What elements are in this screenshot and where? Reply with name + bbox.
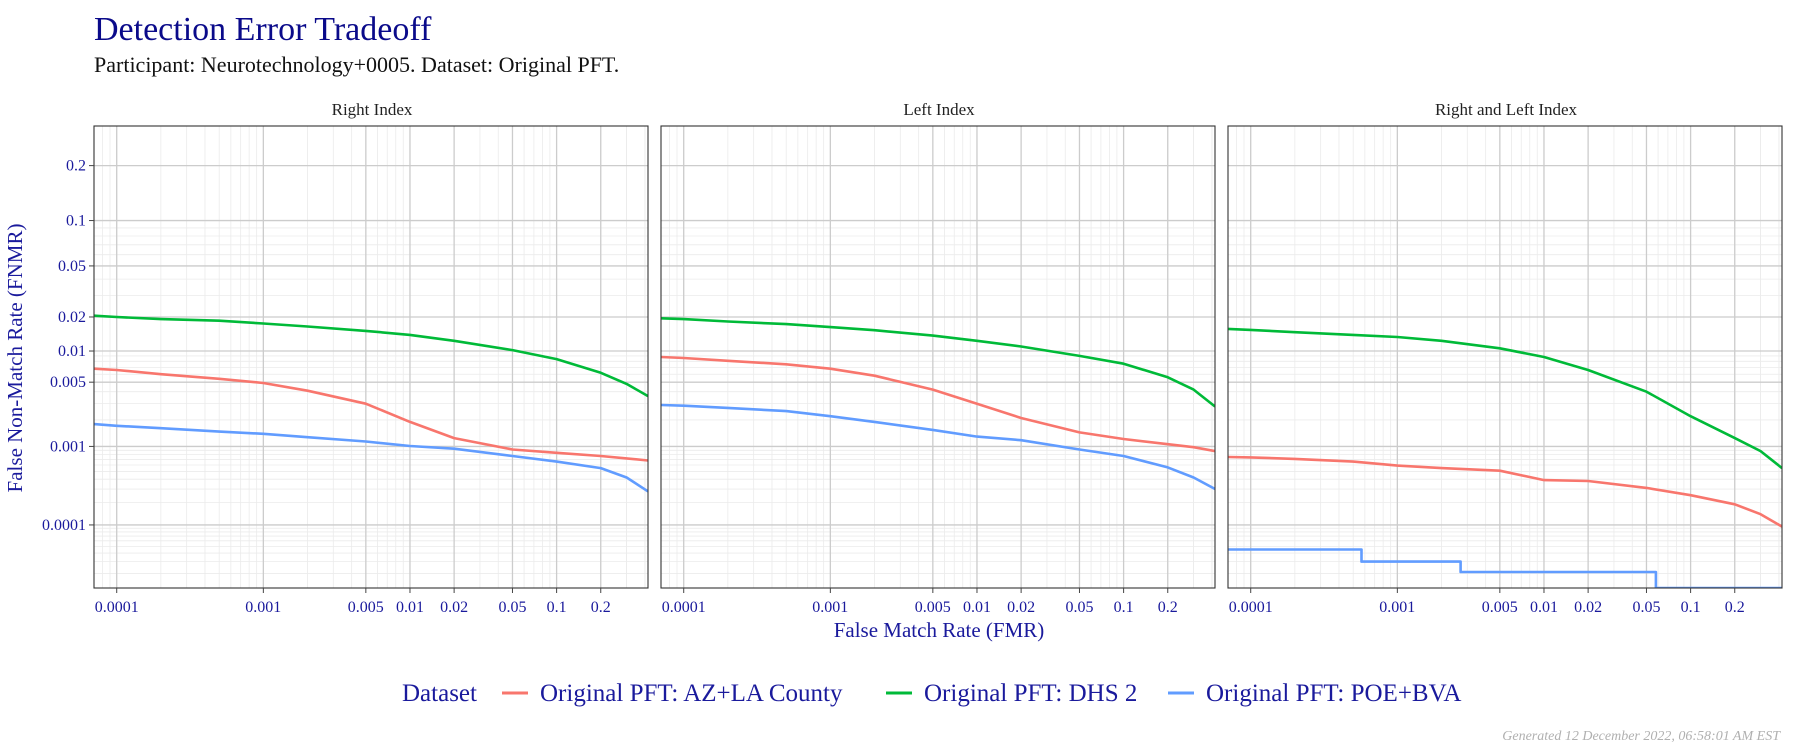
y-tick-label: 0.02 xyxy=(58,309,86,326)
x-tick-label: 0.2 xyxy=(1725,599,1745,616)
y-tick-label: 0.01 xyxy=(58,343,86,360)
panel-title-right-and-left-index: Right and Left Index xyxy=(1435,100,1578,119)
y-tick-label: 0.2 xyxy=(66,158,86,175)
tick-marks xyxy=(89,165,1736,593)
legend: Dataset Original PFT: AZ+LA County Origi… xyxy=(402,680,1461,707)
series-line-original-pft-dhs-2 xyxy=(94,314,648,398)
legend-title: Dataset xyxy=(402,680,477,707)
x-tick-label: 0.01 xyxy=(1530,599,1558,616)
x-tick-labels-left-index: 0.0001 0.001 0.005 0.01 0.02 0.05 0.1 0.… xyxy=(662,599,1178,616)
series-line-original-pft-poe-bva xyxy=(1228,548,1782,588)
y-tick-label: 0.005 xyxy=(50,374,86,391)
panel-frame xyxy=(93,125,649,589)
panel-title-left-index: Left Index xyxy=(903,100,975,119)
panel-background xyxy=(1228,126,1782,588)
minor-gridlines xyxy=(93,126,1782,588)
x-tick-label: 0.01 xyxy=(963,599,991,616)
panel-title-right-index: Right Index xyxy=(332,100,413,119)
x-tick-label: 0.001 xyxy=(1379,599,1415,616)
major-gridlines xyxy=(94,126,1782,588)
series-line-original-pft-az-la-county xyxy=(94,367,648,462)
x-tick-label: 0.02 xyxy=(1007,599,1035,616)
series-lines xyxy=(94,314,1782,588)
x-tick-label: 0.1 xyxy=(547,599,567,616)
x-tick-label: 0.2 xyxy=(1158,599,1178,616)
series-line-original-pft-poe-bva xyxy=(94,422,648,493)
x-tick-labels-right-and-left-index: 0.0001 0.001 0.005 0.01 0.02 0.05 0.1 0.… xyxy=(1229,599,1745,616)
x-tick-label: 0.02 xyxy=(440,599,468,616)
x-tick-label: 0.1 xyxy=(1114,599,1134,616)
panel-background xyxy=(661,126,1215,588)
y-axis-label: False Non-Match Rate (FNMR) xyxy=(3,224,27,493)
x-axis-label: False Match Rate (FMR) xyxy=(834,618,1045,642)
x-tick-label: 0.02 xyxy=(1574,599,1602,616)
series-line-original-pft-dhs-2 xyxy=(1228,327,1782,470)
series-line-original-pft-dhs-2 xyxy=(661,317,1215,408)
legend-label-dhs-2: Original PFT: DHS 2 xyxy=(924,680,1137,707)
series-line-original-pft-az-la-county xyxy=(1228,455,1782,528)
x-tick-label: 0.001 xyxy=(812,599,848,616)
y-tick-label: 0.001 xyxy=(50,438,86,455)
legend-label-az-la-county: Original PFT: AZ+LA County xyxy=(540,680,843,707)
chart-title: Detection Error Tradeoff xyxy=(94,11,432,48)
x-tick-label: 0.0001 xyxy=(1229,599,1273,616)
panel-frames xyxy=(93,125,1783,589)
y-tick-label: 0.1 xyxy=(66,213,86,230)
x-tick-label: 0.005 xyxy=(348,599,384,616)
x-tick-label: 0.005 xyxy=(1482,599,1518,616)
y-tick-label: 0.05 xyxy=(58,258,86,275)
x-tick-label: 0.05 xyxy=(499,599,527,616)
x-tick-label: 0.0001 xyxy=(95,599,139,616)
y-tick-labels: 0.0001 0.001 0.005 0.01 0.02 0.05 0.1 0.… xyxy=(42,158,86,534)
chart-subtitle: Participant: Neurotechnology+0005. Datas… xyxy=(94,52,619,77)
panel-background xyxy=(94,126,648,588)
x-tick-label: 0.2 xyxy=(591,599,611,616)
x-tick-label: 0.01 xyxy=(396,599,424,616)
x-tick-label: 0.05 xyxy=(1066,599,1094,616)
x-tick-label: 0.005 xyxy=(915,599,951,616)
x-tick-label: 0.001 xyxy=(245,599,281,616)
x-tick-label: 0.0001 xyxy=(662,599,706,616)
x-tick-label: 0.1 xyxy=(1681,599,1701,616)
legend-label-poe-bva: Original PFT: POE+BVA xyxy=(1206,680,1461,707)
generated-timestamp: Generated 12 December 2022, 06:58:01 AM … xyxy=(1502,729,1781,744)
series-line-original-pft-az-la-county xyxy=(661,355,1215,453)
x-tick-label: 0.05 xyxy=(1633,599,1661,616)
x-tick-labels-right-index: 0.0001 0.001 0.005 0.01 0.02 0.05 0.1 0.… xyxy=(95,599,611,616)
panel-frame xyxy=(660,125,1216,589)
y-tick-label: 0.0001 xyxy=(42,517,86,534)
panel-frame xyxy=(1227,125,1783,589)
series-line-original-pft-poe-bva xyxy=(661,403,1215,491)
